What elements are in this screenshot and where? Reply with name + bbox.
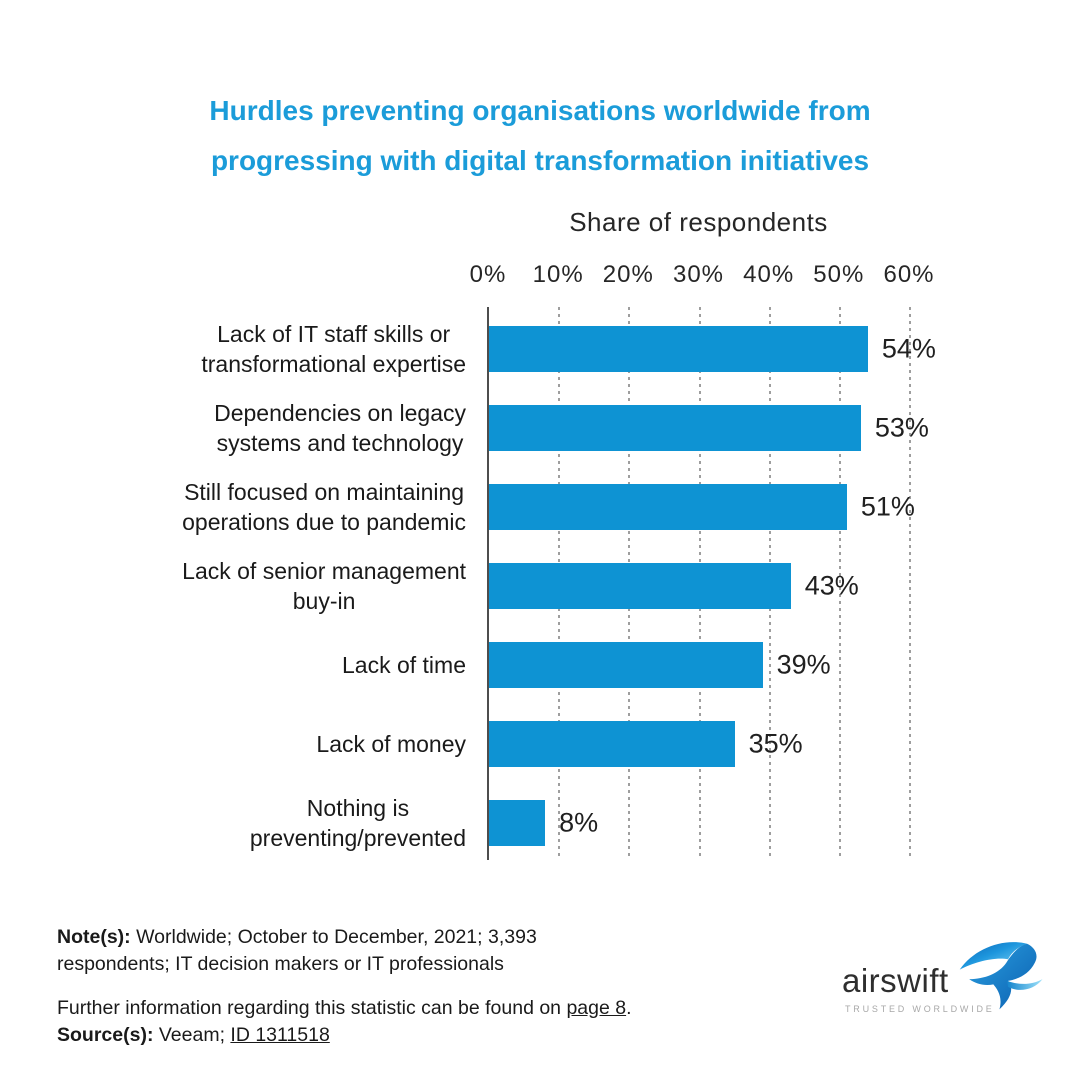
bar-value-label: 51% [860,491,915,522]
bar [489,484,847,530]
notes-text-1: Worldwide; October to December, 2021; 3,… [136,926,537,948]
further-info-text: Further information regarding this stati… [57,997,567,1019]
bar-value-label: 39% [776,649,831,680]
bar [489,800,546,846]
bar-value-label: 35% [748,728,803,759]
airswift-bird-icon [958,936,1046,1023]
airswift-logo: airswift TRUSTED WORLDWIDE [842,936,1052,1026]
x-tick-label: 20% [602,261,654,288]
category-label: Lack of IT staff skills or transformation… [201,321,466,377]
x-tick-label: 10% [532,261,584,288]
airswift-logo-tagline: TRUSTED WORLDWIDE [845,1004,995,1014]
category-label: Lack of money [316,731,466,757]
source-label: Source(s): [57,1024,154,1046]
statistic-id-link[interactable]: ID 1311518 [230,1024,330,1046]
source-text: Veeam; [158,1024,231,1046]
plot-area: 54% 53% 51% 43% 39% 35% 8% [487,307,936,860]
category-label: Still focused on maintaining operations d… [182,479,466,535]
bar [489,326,868,372]
x-tick-label: 0% [469,261,507,288]
further-info-line: Further information regarding this stati… [57,995,632,1022]
chart-title: Hurdles preventing organisations worldwi… [0,86,1080,186]
x-tick-label: 60% [883,261,935,288]
bar-value-label: 54% [881,333,936,364]
axis-title: Share of respondents [569,207,828,237]
chart-title-line1: Hurdles preventing organisations worldwi… [209,95,871,126]
notes-label: Note(s): [57,926,131,948]
gridline [909,307,911,860]
bar [489,563,791,609]
x-tick-label: 40% [743,261,795,288]
chart-title-line2: progressing with digital transformation … [210,145,870,176]
bar-value-label: 53% [874,412,929,443]
footer-spacer [57,978,632,995]
x-tick-label: 30% [672,261,725,288]
page-8-link[interactable]: page 8 [566,997,627,1019]
category-label: Lack of senior management buy-in [182,558,466,614]
x-tick-label: 50% [813,261,865,288]
source-line: Source(s): Veeam; ID 1311518 [57,1022,632,1049]
note-line-1: Note(s): Worldwide; October to December,… [57,924,632,951]
bar-value-label: 8% [559,807,599,838]
category-label: Lack of time [342,652,466,678]
category-label: Nothing is preventing/prevented [249,795,466,851]
bar [489,721,735,767]
bar [489,642,763,688]
bar [489,405,861,451]
airswift-logo-name: airswift [842,962,949,999]
gridline [838,307,841,860]
category-label: Dependencies on legacy systems and techno… [214,400,466,456]
further-info-period: . [626,997,632,1019]
footer-notes: Note(s): Worldwide; October to December,… [57,924,632,1049]
bar-value-label: 43% [804,570,859,601]
note-line-2: respondents; IT decision makers or IT pr… [57,953,504,975]
